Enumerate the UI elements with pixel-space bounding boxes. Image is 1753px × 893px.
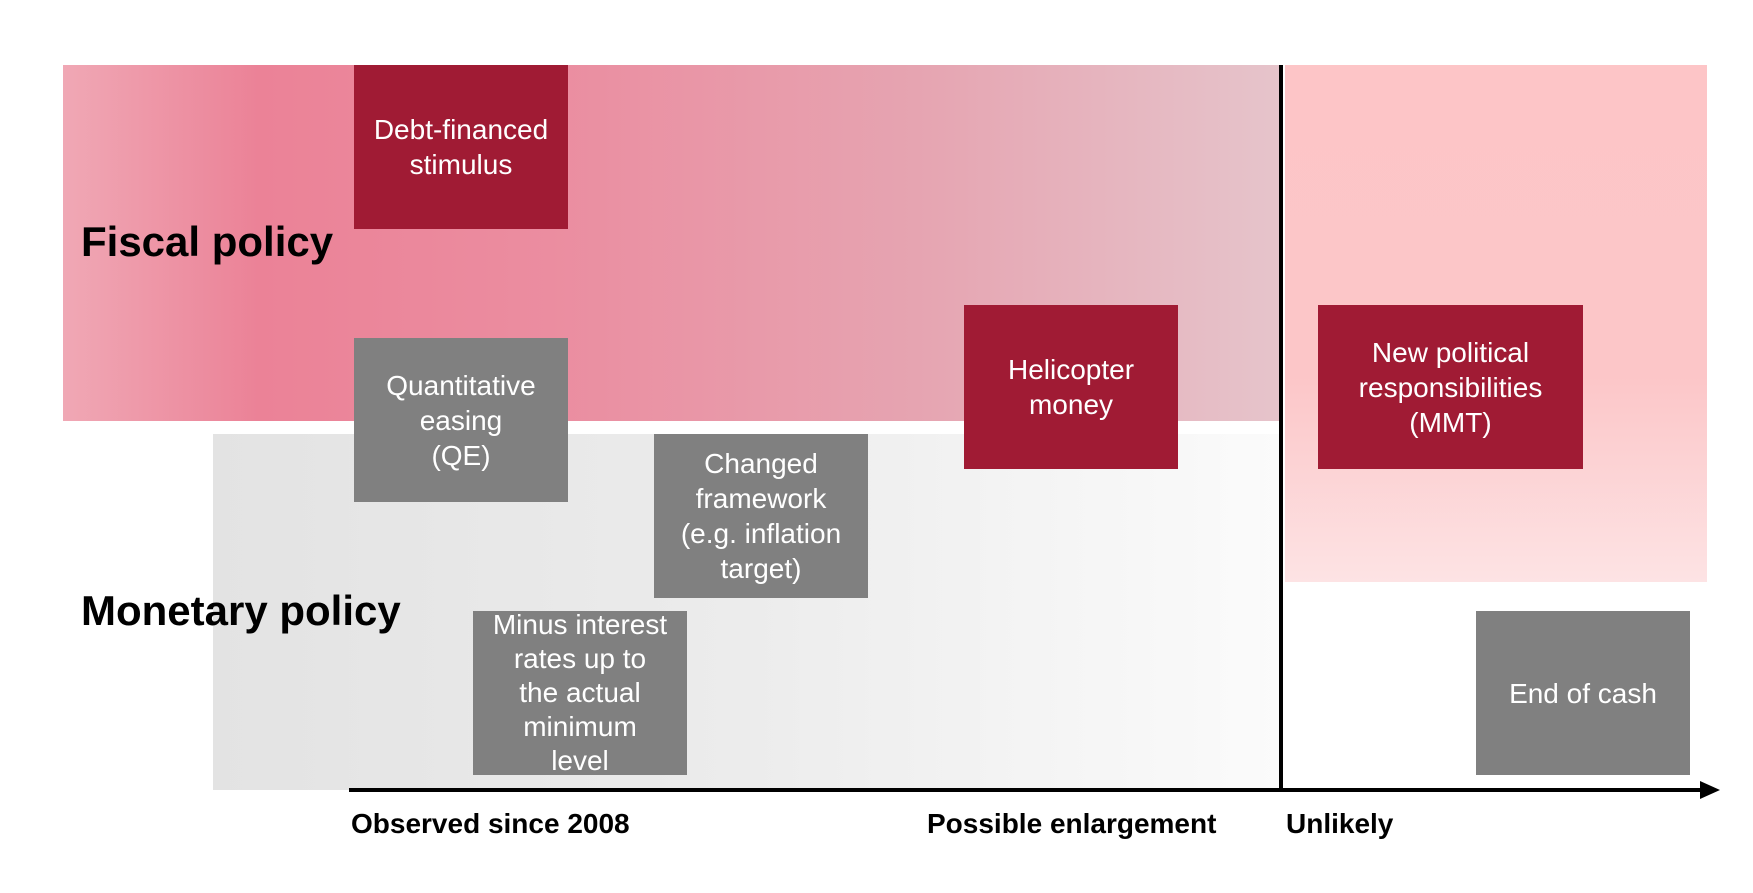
minus-interest-rates-box: Minus interest rates up to the actual mi… — [473, 609, 687, 776]
box-line: stimulus — [409, 149, 513, 180]
box-line: money — [1028, 389, 1114, 420]
box-line: End of cash — [1509, 677, 1657, 709]
helicopter-money-box: Helicopter money — [964, 305, 1178, 469]
box-line: Helicopter — [1007, 354, 1135, 385]
box-line: the actual — [519, 677, 641, 708]
box-line: Minus interest — [492, 609, 668, 640]
debt-financed-stimulus-box: Debt-financed stimulus — [354, 65, 568, 229]
box-line: framework — [695, 483, 827, 514]
box-line: New political — [1371, 336, 1530, 368]
changed-framework-box: Changed framework (e.g. inflation target… — [654, 434, 868, 598]
box-line: (MMT) — [1409, 406, 1492, 438]
unlikely-divider-line — [1279, 65, 1283, 790]
quantitative-easing-box: Quantitative easing (QE) — [354, 338, 568, 502]
box-line: minimum — [523, 711, 637, 742]
end-of-cash-box: End of cash — [1476, 611, 1690, 775]
box-line: easing — [419, 404, 503, 436]
monetary-policy-label: Monetary policy — [81, 587, 401, 634]
axis-label-possible: Possible enlargement — [927, 808, 1217, 839]
box-line: level — [551, 745, 609, 776]
axis-label-observed: Observed since 2008 — [351, 808, 630, 839]
box-line: target) — [720, 553, 802, 584]
box-line: rates up to — [513, 643, 647, 674]
box-line: Quantitative — [386, 369, 536, 401]
box-line: Debt-financed — [373, 114, 549, 145]
axis-label-unlikely: Unlikely — [1286, 808, 1394, 839]
box-line: (e.g. inflation — [680, 518, 842, 549]
fiscal-policy-label: Fiscal policy — [81, 218, 334, 265]
likelihood-axis — [349, 788, 1703, 792]
box-line: responsibilities — [1358, 371, 1543, 403]
box-line: (QE) — [431, 439, 491, 471]
new-political-responsibilities-box: New political responsibilities (MMT) — [1318, 305, 1583, 469]
box-line: Changed — [704, 448, 818, 479]
axis-arrow-icon — [1700, 781, 1720, 799]
